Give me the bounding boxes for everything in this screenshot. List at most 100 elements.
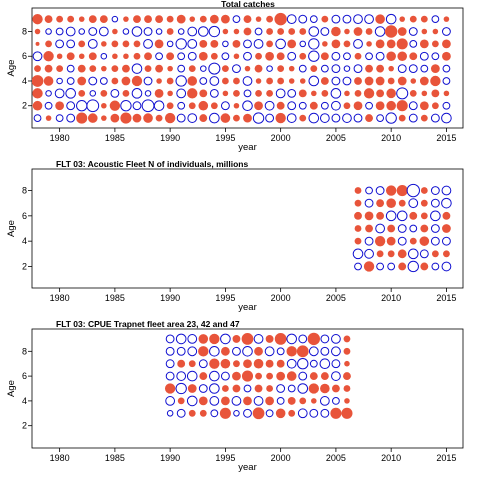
bubble-negative <box>165 396 176 406</box>
bubble-positive <box>420 199 428 207</box>
bubble-negative <box>319 358 331 370</box>
bubble-positive <box>397 76 407 86</box>
bubble-negative <box>408 64 418 74</box>
bubble-positive <box>220 113 231 123</box>
bubble-positive <box>78 40 86 48</box>
bubble-positive <box>167 65 173 72</box>
bubble-positive <box>122 89 130 97</box>
bubble-positive <box>296 345 309 358</box>
bubble-negative <box>89 90 97 97</box>
bubble-negative <box>342 14 352 24</box>
bubble-positive <box>199 372 208 381</box>
bubble-positive <box>198 51 208 61</box>
bubble-negative <box>86 99 100 113</box>
bubble-positive <box>399 16 405 22</box>
bubble-negative <box>430 236 440 246</box>
bubble-negative <box>242 346 253 357</box>
bubble-negative <box>232 64 241 74</box>
bubble-positive <box>386 51 396 62</box>
bubble-negative <box>198 359 208 369</box>
x-tick-label: 1985 <box>105 453 125 463</box>
x-tick-label: 1995 <box>215 133 235 143</box>
bubble-positive <box>244 65 251 72</box>
bubble-positive <box>354 237 362 245</box>
bubble-positive <box>77 64 86 73</box>
bubble-negative <box>66 101 76 111</box>
x-tick-label: 2005 <box>326 133 346 143</box>
bubble-negative <box>430 113 440 123</box>
bubble-positive <box>385 185 397 196</box>
bubble-positive <box>419 76 429 86</box>
bubble-positive <box>188 409 196 417</box>
bubble-negative <box>55 39 65 49</box>
bubble-positive <box>56 53 63 60</box>
x-tick-label: 1990 <box>160 453 180 463</box>
bubble-positive <box>122 40 130 48</box>
bubble-negative <box>376 262 385 271</box>
bubble-positive <box>66 52 75 61</box>
plot-frame <box>31 168 464 289</box>
bubble-negative <box>441 197 452 209</box>
bubble-negative <box>153 100 165 112</box>
bubble-negative <box>298 371 308 381</box>
bubble-positive <box>299 78 306 84</box>
bubble-positive <box>210 102 218 110</box>
bubble-positive <box>344 398 350 404</box>
bubble-negative <box>365 101 373 110</box>
bubble-positive <box>354 199 362 207</box>
bubble-negative <box>175 38 187 50</box>
bubble-positive <box>431 102 439 110</box>
bubble-positive <box>220 358 231 369</box>
bubble-negative <box>232 346 241 356</box>
bubble-positive <box>265 359 274 368</box>
bubble-positive <box>112 53 118 60</box>
bubble-positive <box>409 15 417 23</box>
bubble-positive <box>143 113 153 123</box>
bubble-negative <box>286 358 297 369</box>
bubble-positive <box>421 90 428 97</box>
bubble-positive <box>210 52 218 60</box>
bubble-positive <box>376 250 384 258</box>
bubble-negative <box>308 346 319 357</box>
y-tick-label: 6 <box>22 51 27 61</box>
bubble-positive <box>343 372 351 381</box>
bubble-positive <box>233 89 240 97</box>
bubble-positive <box>255 372 262 380</box>
bubble-negative <box>187 346 198 357</box>
bubble-negative <box>320 27 330 36</box>
bubble-positive <box>32 100 43 111</box>
bubble-negative <box>254 27 263 36</box>
bubble-negative <box>120 100 132 112</box>
bubble-positive <box>255 16 262 22</box>
bubble-positive <box>396 100 408 112</box>
bubble-positive <box>308 383 319 394</box>
x-axis-label: year <box>238 302 256 313</box>
bubble-negative <box>242 100 253 112</box>
bubble-positive <box>320 77 329 85</box>
bubble-negative <box>177 52 186 61</box>
bubble-positive <box>166 52 175 61</box>
bubble-negative <box>276 347 285 356</box>
bubble-negative <box>407 260 419 273</box>
y-tick-label: 8 <box>22 346 27 356</box>
bubble-negative <box>175 75 187 87</box>
bubble-negative <box>45 28 52 35</box>
bubble-negative <box>407 248 419 260</box>
bubble-positive <box>276 359 285 368</box>
bubble-negative <box>298 101 307 110</box>
bubble-negative <box>208 25 221 38</box>
bubble-positive <box>189 16 196 22</box>
bubble-positive <box>43 51 54 62</box>
bubble-positive <box>133 15 141 24</box>
bubble-negative <box>165 346 175 356</box>
bubble-positive <box>45 115 52 121</box>
bubble-positive <box>299 28 307 35</box>
bubble-negative <box>45 90 52 97</box>
bubble-positive <box>101 102 107 109</box>
bubble-positive <box>233 77 240 85</box>
bubble-positive <box>309 101 318 110</box>
bubble-negative <box>220 371 230 381</box>
bubble-positive <box>241 370 254 382</box>
bubble-positive <box>89 65 97 73</box>
bubble-negative <box>408 101 418 111</box>
